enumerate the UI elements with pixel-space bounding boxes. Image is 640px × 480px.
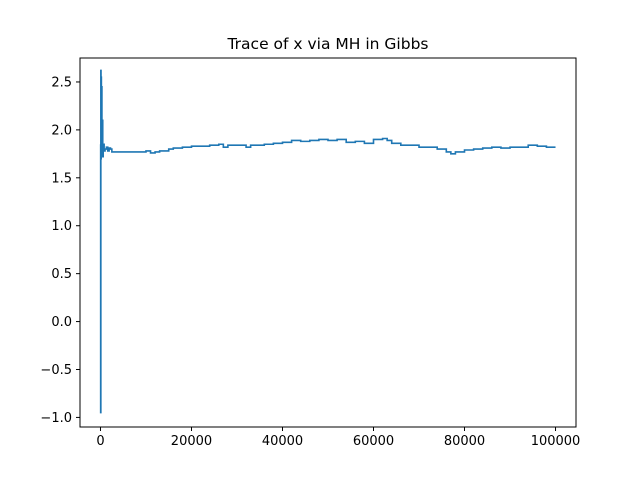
y-tick-label: −0.5 <box>40 363 72 378</box>
x-tick-label: 0 <box>96 434 104 449</box>
chart-title: Trace of x via MH in Gibbs <box>226 35 428 53</box>
y-axis: −1.0 −0.5 0.0 0.5 1.0 1.5 2.0 2.5 <box>40 75 80 426</box>
series-layer <box>99 69 556 414</box>
plot-area <box>79 57 577 428</box>
x-tick-label: 60000 <box>353 434 394 449</box>
y-tick-label: 1.5 <box>51 171 72 186</box>
x-tick-label: 20000 <box>171 434 212 449</box>
y-tick-label: 0.5 <box>51 267 72 282</box>
y-tick-label: 1.0 <box>51 219 72 234</box>
x-tick-label: 80000 <box>444 434 485 449</box>
y-tick-label: −1.0 <box>40 411 72 426</box>
x-tick-label: 40000 <box>262 434 303 449</box>
series-line-0 <box>99 69 556 414</box>
y-tick-label: 2.0 <box>51 123 72 138</box>
y-tick-label: 0.0 <box>51 315 72 330</box>
y-tick-label: 2.5 <box>51 75 72 90</box>
axes-frame <box>79 57 577 428</box>
x-axis: 0 20000 40000 60000 80000 100000 <box>96 427 580 449</box>
x-tick-label: 100000 <box>531 434 581 449</box>
